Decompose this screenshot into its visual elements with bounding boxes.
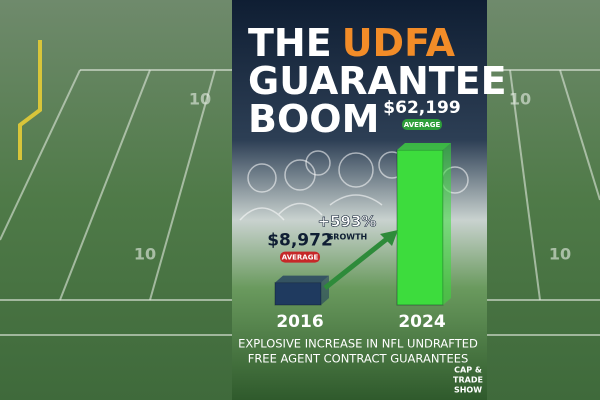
value-tag-bg: [280, 251, 320, 263]
logo: TRADE: [453, 376, 483, 385]
title: BOOM: [248, 97, 379, 141]
logo: CAP &: [454, 366, 482, 375]
yard-number: 10: [549, 245, 571, 264]
yard-numbers: 10 10 10 10: [134, 90, 571, 264]
value-tag-bg: [402, 119, 442, 130]
yard-number: 10: [189, 90, 211, 109]
value-label: $62,199: [383, 98, 460, 118]
title-word: THE: [248, 21, 332, 65]
bar: [274, 282, 322, 306]
title: GUARANTEE: [248, 59, 507, 103]
bar-side: [321, 275, 329, 305]
value-tag: AVERAGE: [404, 121, 441, 129]
growth-arrow: [323, 236, 390, 290]
bar-top: [397, 143, 451, 150]
player-silhouettes: [239, 150, 469, 221]
yard-number: 10: [134, 245, 156, 264]
title: THE UDFA: [248, 21, 456, 65]
bar: [396, 149, 444, 306]
logo: SHOW: [454, 386, 482, 395]
bar-side: [443, 143, 451, 305]
yard-number: 10: [509, 90, 531, 109]
arrow-head: [380, 230, 398, 246]
x-tick-label: 2016: [276, 312, 323, 332]
bar-chart: $8,972 AVERAGE 2016 $62,199 AVERAGE 2024: [267, 98, 461, 332]
title-word: GUARANTEE: [248, 59, 507, 103]
x-tick-label: 2024: [398, 312, 445, 332]
subtitle: FREE AGENT CONTRACT GUARANTEES: [248, 352, 469, 366]
title-word: UDFA: [342, 21, 456, 65]
subtitle: EXPLOSIVE INCREASE IN NFL UNDRAFTED: [238, 337, 478, 351]
growth-value: +593%: [318, 213, 377, 231]
bar-top: [275, 275, 329, 283]
growth-label: GROWTH: [327, 233, 368, 242]
title-word: BOOM: [248, 97, 379, 141]
goal-post: [18, 40, 42, 160]
value-tag: AVERAGE: [282, 254, 319, 262]
value-label: $8,972: [267, 231, 333, 251]
